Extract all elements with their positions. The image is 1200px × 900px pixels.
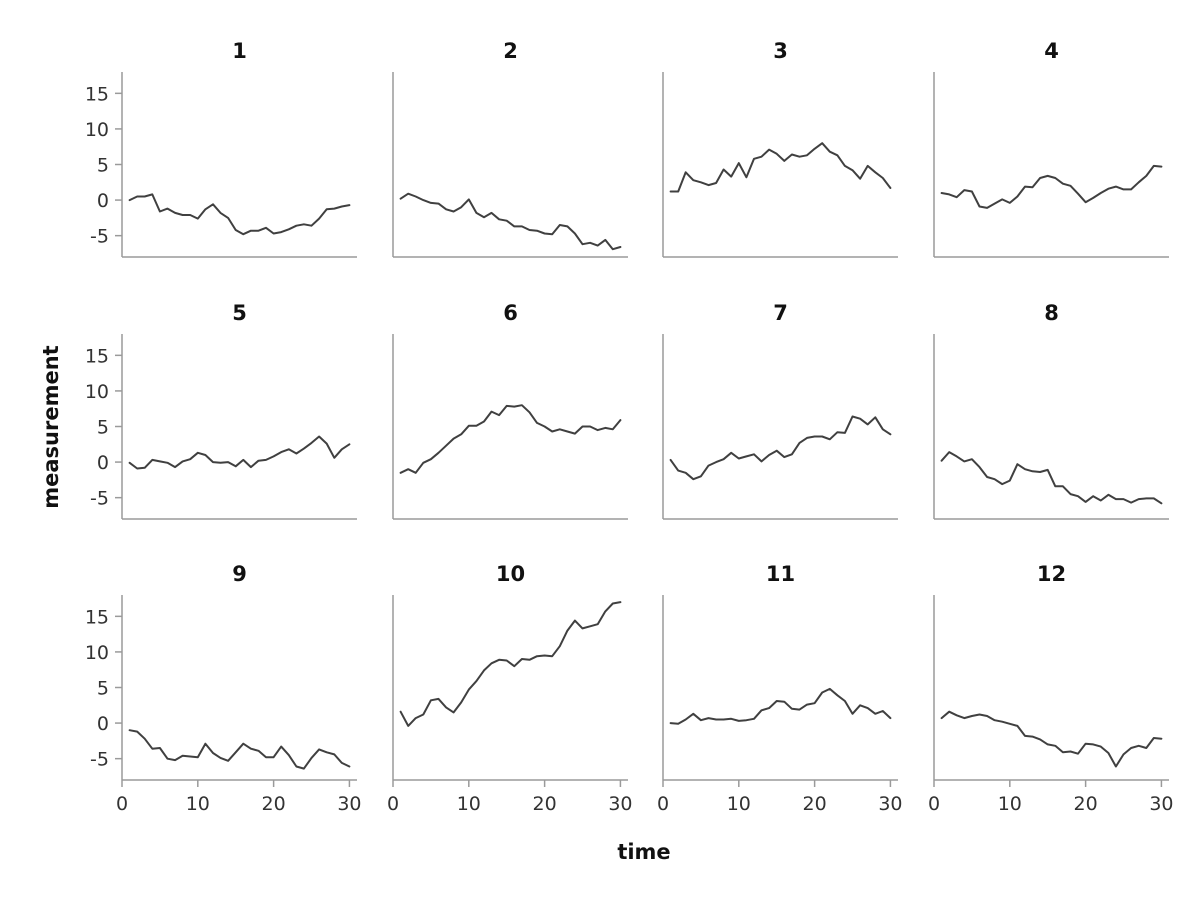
series-line-2	[399, 192, 622, 251]
panel-9: 9 -5 0 5 10 15 0 10 20 30	[85, 562, 362, 815]
panel-title: 2	[503, 39, 518, 63]
panel-12: 12 0 10 20 30	[928, 562, 1174, 815]
x-tick-label: 0	[657, 793, 669, 815]
panel-title: 1	[232, 39, 247, 63]
panel-title: 3	[773, 39, 788, 63]
x-tick-label: 10	[186, 793, 210, 815]
y-tick-label: 15	[85, 83, 109, 105]
series-line-1	[128, 193, 351, 236]
y-tick-label: 10	[85, 119, 109, 141]
x-tick-label: 20	[533, 793, 557, 815]
series-line-5	[128, 435, 351, 470]
y-tick-label: -5	[90, 226, 109, 248]
panel-2: 2	[392, 39, 628, 258]
series-line-11	[669, 687, 892, 725]
panel-title: 9	[232, 562, 247, 586]
y-tick-label: 15	[85, 606, 109, 628]
x-tick-label: 0	[928, 793, 940, 815]
y-axis-title: measurement	[39, 345, 63, 508]
series-line-3	[669, 142, 892, 193]
panel-3: 3	[662, 39, 898, 258]
series-line-9	[128, 729, 351, 770]
series-line-7	[669, 415, 892, 481]
panel-5: 5 -5 0 5 10 15	[85, 301, 357, 520]
panel-title: 5	[232, 301, 247, 325]
y-tick-label: 0	[97, 190, 109, 212]
x-tick-label: 30	[1149, 793, 1173, 815]
panel-title: 10	[496, 562, 525, 586]
x-tick-label: 30	[608, 793, 632, 815]
panel-1: 1 -5 0 5 10 15	[85, 39, 357, 258]
panel-7: 7	[662, 301, 898, 520]
x-tick-label: 10	[727, 793, 751, 815]
series-line-12	[940, 710, 1163, 768]
panel-11: 11 0 10 20 30	[657, 562, 903, 815]
panels-layer: 1 -5 0 5 10 15 2 3 4 5 -5 0 5 10 15 6 7 8 9 -5 0 5 10 15 0 10 20 30…	[85, 39, 1174, 815]
x-axis-title: time	[617, 840, 670, 864]
panel-title: 4	[1044, 39, 1059, 63]
series-line-6	[399, 404, 622, 474]
panel-title: 8	[1044, 301, 1059, 325]
y-tick-label: 15	[85, 345, 109, 367]
series-line-10	[399, 601, 622, 727]
panel-title: 11	[766, 562, 795, 586]
x-tick-label: 20	[1074, 793, 1098, 815]
y-tick-label: 10	[85, 642, 109, 664]
x-tick-label: 0	[116, 793, 128, 815]
panel-title: 12	[1037, 562, 1066, 586]
panel-10: 10 0 10 20 30	[387, 562, 633, 815]
panel-4: 4	[933, 39, 1169, 258]
y-tick-label: -5	[90, 749, 109, 771]
series-line-4	[940, 164, 1163, 209]
y-tick-label: 5	[97, 417, 109, 439]
x-tick-label: 30	[878, 793, 902, 815]
panel-title: 6	[503, 301, 518, 325]
panel-title: 7	[773, 301, 788, 325]
panel-6: 6	[392, 301, 628, 520]
y-tick-label: 0	[97, 713, 109, 735]
x-tick-label: 10	[998, 793, 1022, 815]
y-tick-label: -5	[90, 488, 109, 510]
panel-8: 8	[933, 301, 1169, 520]
series-line-8	[940, 451, 1163, 505]
y-tick-label: 5	[97, 678, 109, 700]
x-tick-label: 10	[457, 793, 481, 815]
x-tick-label: 20	[803, 793, 827, 815]
y-tick-label: 10	[85, 381, 109, 403]
x-tick-label: 30	[337, 793, 361, 815]
x-tick-label: 20	[262, 793, 286, 815]
y-tick-label: 0	[97, 452, 109, 474]
x-tick-label: 0	[387, 793, 399, 815]
y-tick-label: 5	[97, 155, 109, 177]
